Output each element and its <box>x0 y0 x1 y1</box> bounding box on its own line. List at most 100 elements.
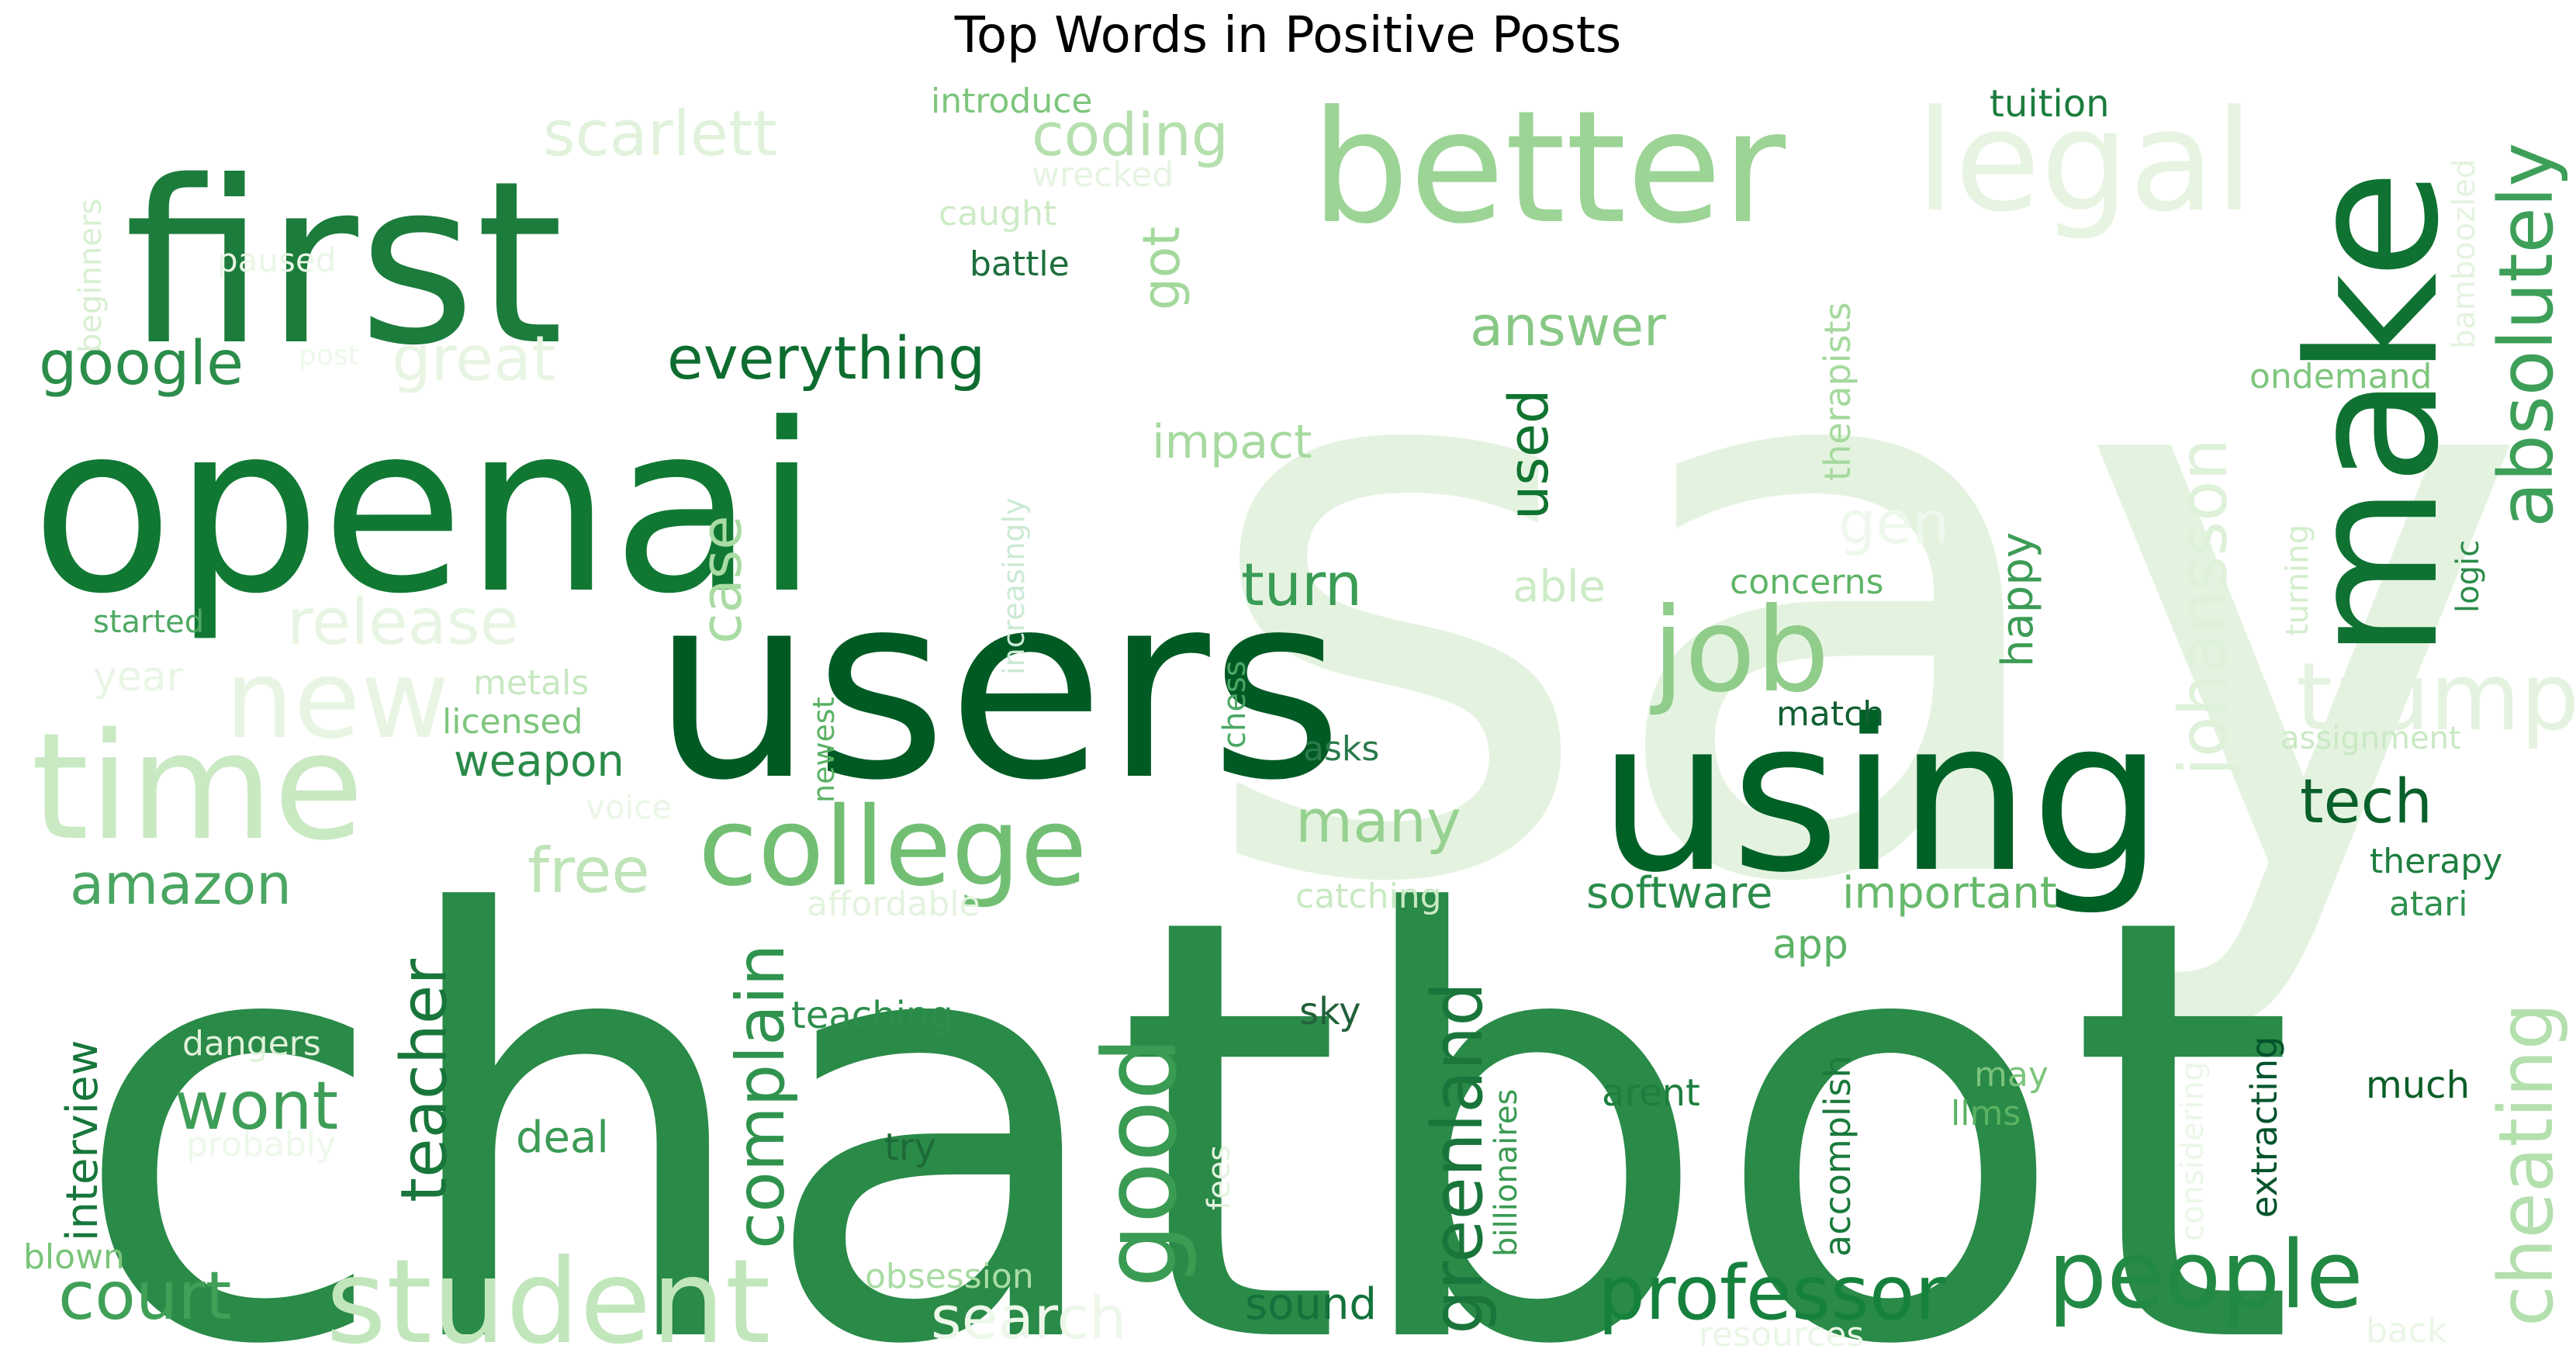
word-assignment: assignment <box>2280 721 2461 756</box>
word-accomplish: accomplish <box>1817 1055 1859 1257</box>
word-llms: llms <box>1951 1094 2021 1133</box>
word-software: software <box>1586 868 1773 919</box>
word-college: college <box>698 784 1087 911</box>
word-professor: professor <box>1598 1250 1946 1337</box>
word-therapists: therapists <box>1817 302 1859 481</box>
word-used: used <box>1497 389 1561 520</box>
word-free: free <box>527 835 650 907</box>
word-probably: probably <box>186 1125 336 1164</box>
word-billionaires: billionaires <box>1489 1089 1524 1257</box>
word-dangers: dangers <box>182 1024 321 1064</box>
word-many: many <box>1295 787 1461 856</box>
word-fees: fees <box>1202 1145 1237 1210</box>
word-therapy: therapy <box>2370 842 2502 881</box>
word-app: app <box>1772 922 1848 968</box>
word-better: better <box>1311 78 1786 258</box>
word-deal: deal <box>516 1112 609 1163</box>
word-battle: battle <box>970 244 1070 284</box>
word-first: first <box>124 133 564 395</box>
word-blown: blown <box>23 1237 125 1277</box>
word-scarlett: scarlett <box>543 98 777 170</box>
word-beginners: beginners <box>73 199 109 353</box>
word-ondemand: ondemand <box>2249 357 2432 396</box>
word-court: court <box>58 1258 231 1335</box>
word-tech: tech <box>2300 767 2433 837</box>
word-licensed: licensed <box>442 702 583 742</box>
word-concerns: concerns <box>1730 562 1883 602</box>
word-student: student <box>326 1235 770 1370</box>
word-affordable: affordable <box>807 884 980 924</box>
word-teacher: teacher <box>388 959 462 1202</box>
word-trump: trump <box>2296 644 2576 752</box>
word-complain: complain <box>722 944 800 1249</box>
word-tuition: tuition <box>1990 82 2110 126</box>
word-paused: paused <box>217 241 336 279</box>
word-answer: answer <box>1470 295 1666 358</box>
word-great: great <box>392 323 556 395</box>
word-weapon: weapon <box>454 736 624 787</box>
word-considering: considering <box>2175 1061 2211 1241</box>
word-sky: sky <box>1299 990 1361 1033</box>
word-openai: openai <box>31 374 819 645</box>
word-increasingly: increasingly <box>997 497 1031 675</box>
word-started: started <box>93 604 204 640</box>
word-may: may <box>1974 1055 2049 1095</box>
word-sound: sound <box>1245 1279 1377 1330</box>
word-happy: happy <box>1993 532 2043 667</box>
word-newest: newest <box>807 697 841 803</box>
word-search: search <box>931 1283 1126 1352</box>
word-metals: metals <box>473 663 589 703</box>
word-match: match <box>1776 694 1884 734</box>
word-teaching: teaching <box>791 994 953 1037</box>
word-introduce: introduce <box>931 81 1092 121</box>
word-back: back <box>2366 1311 2447 1351</box>
word-wrecked: wrecked <box>1032 155 1174 195</box>
word-users: users <box>652 538 1343 836</box>
word-extracting: extracting <box>2243 1036 2285 1218</box>
word-chess: chess <box>1217 660 1253 749</box>
word-impact: impact <box>1152 415 1312 469</box>
word-amazon: amazon <box>70 852 292 917</box>
word-case: case <box>689 515 754 644</box>
word-make: make <box>2271 170 2478 660</box>
word-people: people <box>2048 1222 2363 1330</box>
word-atari: atari <box>2389 884 2468 924</box>
word-cheating: cheating <box>2483 1002 2570 1327</box>
word-catching: catching <box>1295 877 1442 916</box>
word-johansson: johansson <box>2165 438 2242 777</box>
word-important: important <box>1842 868 2057 919</box>
word-post: post <box>299 340 359 372</box>
word-asks: asks <box>1303 729 1379 769</box>
word-arent: arent <box>1602 1071 1700 1115</box>
word-everything: everything <box>667 323 985 393</box>
word-legal: legal <box>1916 81 2253 243</box>
word-gen: gen <box>1838 488 1949 557</box>
word-using: using <box>1598 674 2163 919</box>
word-chatbot: chatbot <box>70 794 2296 1370</box>
word-time: time <box>31 701 364 873</box>
word-wont: wont <box>175 1067 338 1145</box>
word-job: job <box>1650 583 1830 718</box>
word-bamboozled: bamboozled <box>2446 159 2482 349</box>
word-coding: coding <box>1032 100 1229 169</box>
word-greenland: greenland <box>1417 982 1499 1334</box>
word-new: new <box>225 637 449 763</box>
word-year: year <box>93 654 184 701</box>
word-release: release <box>287 586 519 659</box>
word-absolutely: absolutely <box>2483 143 2570 528</box>
word-try: try <box>884 1126 936 1169</box>
word-turning: turning <box>2280 524 2315 636</box>
word-good: good <box>1081 1036 1199 1288</box>
word-voice: voice <box>586 788 672 826</box>
word-resources: resources <box>1699 1315 1864 1354</box>
word-google: google <box>39 329 244 399</box>
word-say: say <box>1195 149 2533 1052</box>
word-interview: interview <box>57 1040 108 1241</box>
word-able: able <box>1513 562 1606 612</box>
word-turn: turn <box>1241 550 1362 619</box>
word-got: got <box>1132 227 1191 310</box>
word-much: much <box>2366 1064 2470 1107</box>
word-obsession: obsession <box>865 1257 1034 1296</box>
word-logic: logic <box>2450 540 2486 613</box>
